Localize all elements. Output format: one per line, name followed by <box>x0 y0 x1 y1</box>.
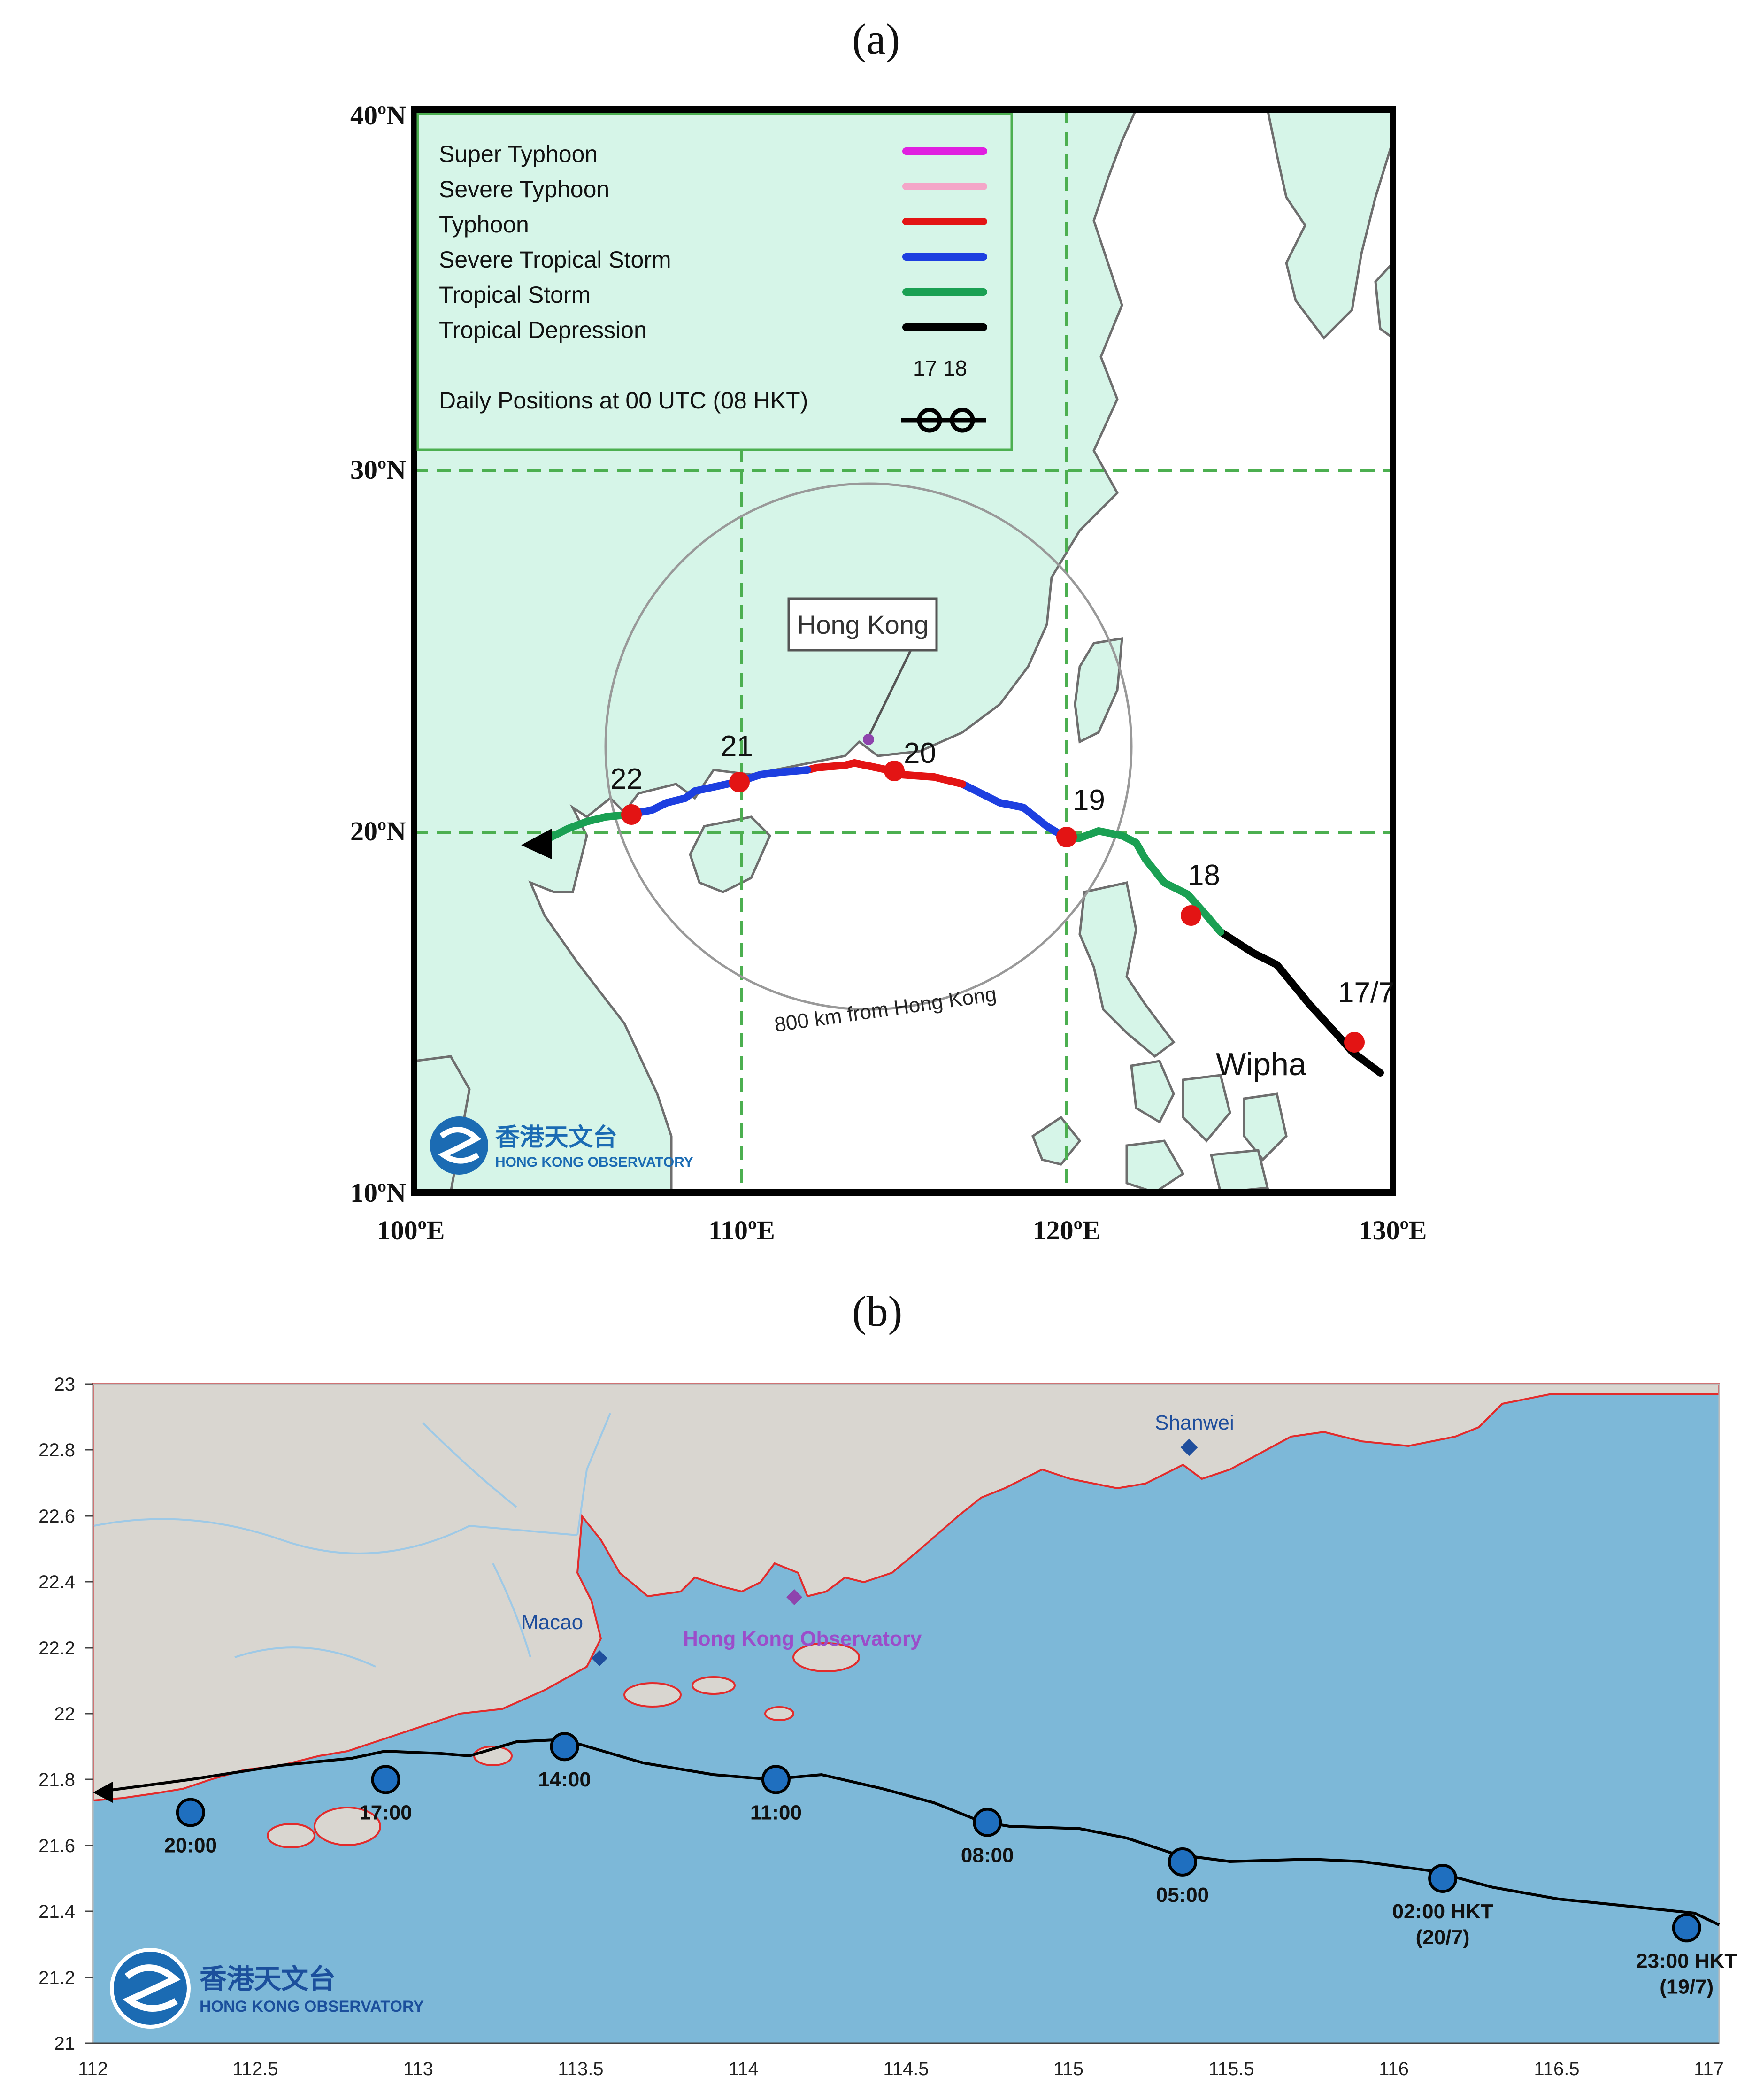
track-point-label: 14:00 <box>538 1768 591 1791</box>
macao-label: Macao <box>521 1611 583 1634</box>
panel-b-map: 23 22.8 22.6 22.4 22.2 22 21.8 21.6 21.4… <box>38 1374 1737 2079</box>
hko-logo-a: 香港天文台 HONG KONG OBSERVATORY <box>430 1116 693 1175</box>
track-point-sublabel: (20/7) <box>1416 1926 1470 1949</box>
lat-label-10n: 10ºN <box>350 1177 406 1208</box>
lat-label-40n: 40ºN <box>350 100 406 131</box>
shanwei-marker <box>1180 1438 1198 1456</box>
y-tick-22-4: 22.4 <box>38 1572 75 1592</box>
storm-name: Wipha <box>1216 1046 1306 1082</box>
x-tick-116-5: 116.5 <box>1534 2059 1579 2079</box>
track-point-marker <box>371 1765 400 1794</box>
daily-markers <box>621 761 1365 1053</box>
x-tick-114: 114 <box>729 2059 759 2079</box>
track-arrowhead-b <box>93 1782 113 1803</box>
y-tick-22: 22 <box>54 1704 76 1724</box>
lat-label-30n: 30ºN <box>350 454 406 485</box>
y-tick-22-2: 22.2 <box>38 1638 75 1659</box>
track-point-marker <box>1672 1913 1701 1943</box>
track-point-label: 23:00 HKT <box>1636 1949 1737 1972</box>
x-tick-115: 115 <box>1053 2059 1083 2079</box>
rivers <box>93 1413 611 1668</box>
legend-label-severe-typhoon: Severe Typhoon <box>439 176 609 202</box>
y-tick-21-6: 21.6 <box>38 1836 75 1856</box>
hko-marker <box>786 1589 802 1605</box>
land-area <box>92 1383 1720 1802</box>
x-tick-113: 113 <box>403 2059 433 2079</box>
hko-logo-chinese-a: 香港天文台 <box>495 1124 617 1151</box>
y-tick-22-6: 22.6 <box>38 1506 75 1527</box>
legend-label-typhoon: Typhoon <box>439 211 529 238</box>
track-point-marker <box>1168 1847 1197 1877</box>
day-label-18: 18 <box>1188 859 1220 892</box>
y-tick-21-8: 21.8 <box>38 1769 75 1790</box>
panel-a-map: 800 km from Hong Kong Super Typhoon Seve… <box>350 100 1427 1246</box>
track-point-marker <box>761 1765 791 1794</box>
x-tick-112: 112 <box>78 2059 108 2079</box>
hk-marker <box>863 734 874 745</box>
track-point-label: 05:00 <box>1156 1884 1209 1907</box>
y-tick-22-8: 22.8 <box>38 1440 75 1461</box>
shanwei-label: Shanwei <box>1155 1411 1234 1434</box>
hko-logo-english-a: HONG KONG OBSERVATORY <box>495 1154 693 1170</box>
track-point-marker <box>973 1808 1002 1837</box>
panel-a-label: (a) <box>852 15 900 63</box>
track-point-label: 17:00 <box>359 1801 412 1824</box>
x-tick-116: 116 <box>1379 2059 1409 2079</box>
track-point-marker <box>550 1732 579 1762</box>
legend-label-severe-tropical-storm: Severe Tropical Storm <box>439 246 671 273</box>
y-tick-21-4: 21.4 <box>38 1901 75 1922</box>
track-point-label: 11:00 <box>750 1801 802 1824</box>
day-label-22: 22 <box>610 763 643 795</box>
track-point-label: 08:00 <box>961 1844 1014 1867</box>
hk-callout-label: Hong Kong <box>797 610 929 639</box>
x-tick-112-5: 112.5 <box>232 2059 278 2079</box>
track-point-label: 20:00 <box>164 1834 217 1857</box>
y-tick-21: 21 <box>54 2033 76 2054</box>
y-tick-21-2: 21.2 <box>38 1968 75 1988</box>
x-tick-117: 117 <box>1694 2059 1724 2079</box>
track-point-marker <box>176 1798 205 1827</box>
y-axis: 23 22.8 22.6 22.4 22.2 22 21.8 21.6 21.4… <box>38 1374 75 2054</box>
lon-label-100e: 100ºE <box>377 1215 445 1246</box>
track-point-sublabel: (19/7) <box>1660 1975 1714 1998</box>
track-point-marker <box>1428 1864 1458 1893</box>
legend-box <box>416 113 1013 451</box>
legend-daily-label: Daily Positions at 00 UTC (08 HKT) <box>439 387 808 414</box>
day-label-21: 21 <box>721 730 753 762</box>
x-axis: 112 112.5 113 113.5 114 114.5 115 115.5 … <box>78 2042 1724 2079</box>
x-tick-114-5: 114.5 <box>883 2059 929 2079</box>
day-label-20: 20 <box>904 737 936 769</box>
islands <box>267 1642 860 1848</box>
hko-logo-b: 香港天文台 HONG KONG OBSERVATORY <box>110 1948 424 2029</box>
lon-label-120e: 120ºE <box>1033 1215 1101 1246</box>
typhoon-symbol-icon <box>901 408 986 433</box>
hk-callout-box <box>787 597 938 652</box>
track-point-label: 02:00 HKT <box>1392 1900 1493 1923</box>
hko-logo-chinese-b: 香港天文台 <box>200 1964 336 1994</box>
legend-label-tropical-storm: Tropical Storm <box>439 282 591 308</box>
y-tick-marks <box>85 1383 93 2044</box>
legend-lines <box>902 147 987 331</box>
hko-place-label: Hong Kong Observatory <box>683 1627 922 1650</box>
y-tick-23: 23 <box>54 1374 76 1395</box>
legend-label-super-typhoon: Super Typhoon <box>439 141 598 167</box>
lat-label-20n: 20ºN <box>350 816 406 846</box>
legend-daily-numbers: 17 18 <box>913 356 967 380</box>
panel-b-label: (b) <box>852 1287 903 1335</box>
macao-marker <box>592 1650 607 1666</box>
panel-a-frame <box>411 106 1396 1196</box>
track-arrowhead <box>521 829 552 859</box>
hko-logo-english-b: HONG KONG OBSERVATORY <box>200 1998 424 2015</box>
lon-label-110e: 110ºE <box>708 1215 775 1246</box>
day-label-19: 19 <box>1073 784 1105 816</box>
lon-label-130e: 130ºE <box>1359 1215 1427 1246</box>
day-label-17-7: 17/7 <box>1338 977 1395 1009</box>
legend-label-tropical-depression: Tropical Depression <box>439 317 647 343</box>
range-circle <box>604 482 1133 1011</box>
x-tick-113-5: 113.5 <box>558 2059 603 2079</box>
track-points: 23:00 HKT (19/7) 02:00 HKT (20/7) 05:00 08:00… <box>164 1732 1737 1998</box>
x-tick-115-5: 115.5 <box>1208 2059 1254 2079</box>
